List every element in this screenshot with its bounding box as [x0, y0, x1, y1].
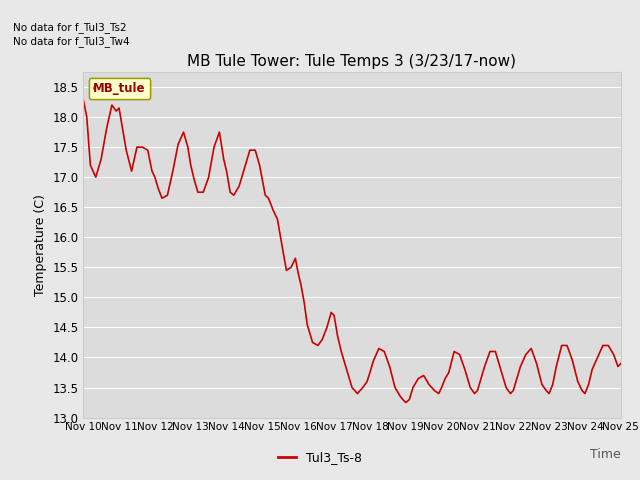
Y-axis label: Temperature (C): Temperature (C): [34, 194, 47, 296]
Text: No data for f_Tul3_Ts2: No data for f_Tul3_Ts2: [13, 22, 127, 33]
Text: Time: Time: [590, 448, 621, 461]
Title: MB Tule Tower: Tule Temps 3 (3/23/17-now): MB Tule Tower: Tule Temps 3 (3/23/17-now…: [188, 54, 516, 70]
Legend: MB_tule: MB_tule: [89, 78, 150, 99]
Legend: Tul3_Ts-8: Tul3_Ts-8: [273, 446, 367, 469]
Text: No data for f_Tul3_Tw4: No data for f_Tul3_Tw4: [13, 36, 129, 47]
